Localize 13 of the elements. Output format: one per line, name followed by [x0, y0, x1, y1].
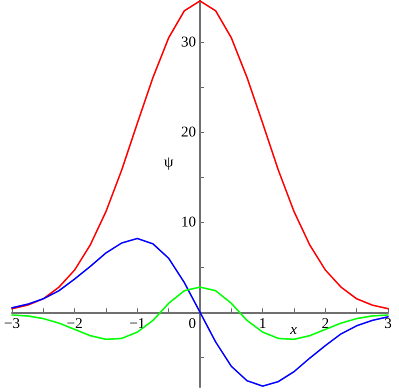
y-tick-label: 20: [181, 124, 196, 140]
x-tick-label: 3: [384, 316, 392, 332]
x-tick-label: 0: [188, 316, 196, 332]
x-tick-label: −3: [4, 316, 20, 332]
x-axis-title: x: [289, 322, 298, 338]
x-tick-label: 1: [258, 316, 266, 332]
x-tick-label: −1: [129, 316, 146, 332]
y-axis-title: ψ: [164, 154, 174, 170]
y-tick-label: 30: [181, 34, 196, 50]
x-tick-label: 2: [322, 316, 330, 332]
x-tick-label: −2: [66, 316, 83, 332]
line-series: [11, 0, 389, 310]
y-tick-label: 10: [181, 214, 196, 230]
